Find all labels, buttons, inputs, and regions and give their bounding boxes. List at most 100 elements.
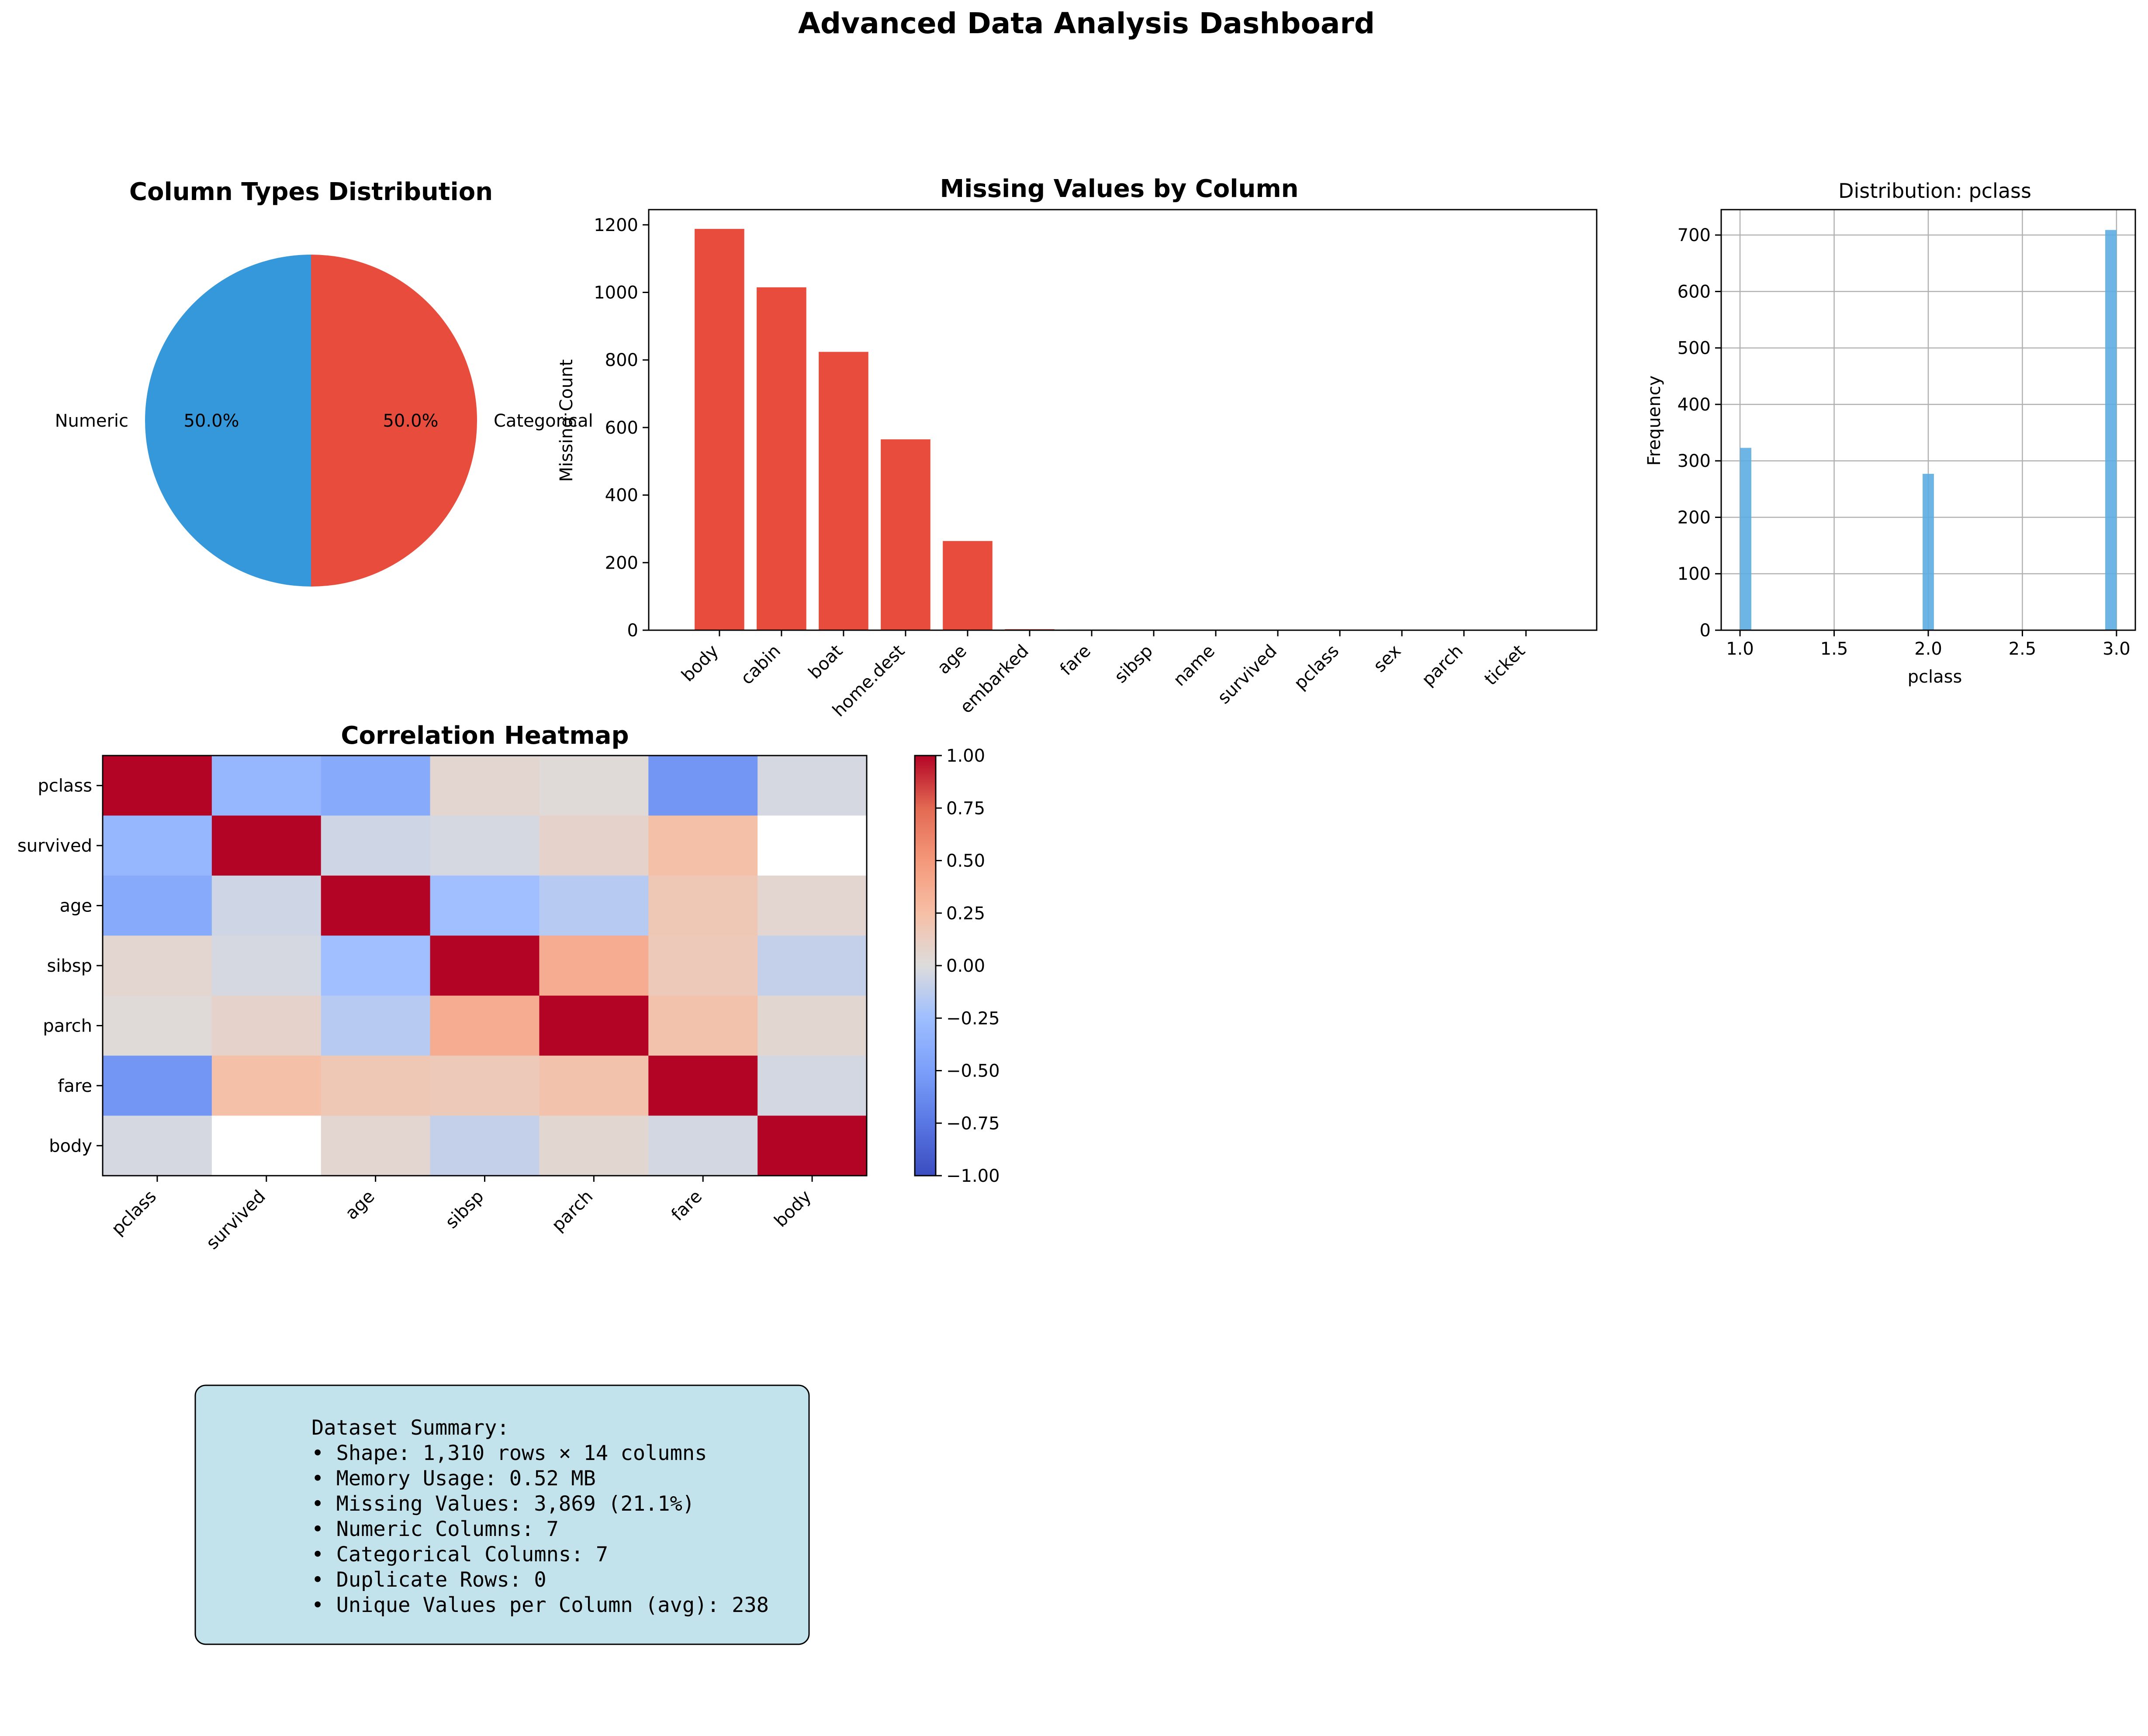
dataset-summary-panel: Dataset Summary:• Shape: 1,310 rows × 14… <box>194 1384 810 1645</box>
heatmap-cell <box>539 815 649 876</box>
missing-y-tick-label: 1200 <box>594 215 638 235</box>
hist-chart-ylabel: Frequency <box>1644 376 1664 466</box>
colorbar-tick-label: −0.50 <box>946 1061 1000 1081</box>
heatmap-cell <box>430 1056 540 1116</box>
colorbar-tick-label: 0.50 <box>946 851 985 871</box>
correlation-heatmap-panel: Correlation Heatmap pclass survived age sib… <box>17 721 1000 1253</box>
missing-chart-title: Missing Values by Column <box>940 175 1298 203</box>
heatmap-cell <box>321 1115 431 1176</box>
missing-y-tick-label: 800 <box>605 350 638 370</box>
missing-bar <box>695 229 744 630</box>
heatmap-cell <box>758 815 867 876</box>
heatmap-cell <box>103 1056 212 1116</box>
heatmap-cell <box>430 995 540 1056</box>
hist-chart-xlabel: pclass <box>1908 667 1962 687</box>
hist-y-tick-label: 0 <box>1700 621 1711 641</box>
heatmap-cell <box>103 935 212 996</box>
hist-chart-title: Distribution: pclass <box>1838 179 2031 203</box>
summary-line: Dataset Summary: <box>311 1416 509 1440</box>
hist-bar <box>1923 473 1934 630</box>
heatmap-cell <box>321 1056 431 1116</box>
heatmap-cell <box>103 815 212 876</box>
missing-chart-frame <box>648 209 1598 631</box>
heatmap-cell <box>758 995 867 1056</box>
heatmap-y-tick-label: survived <box>17 836 92 856</box>
heatmap-y-tick-label: fare <box>58 1076 92 1096</box>
summary-box <box>194 1384 810 1645</box>
colorbar-tick-label: −0.75 <box>946 1114 1000 1134</box>
hist-y-ticks: 0 100 200 300 400 500 600 700 <box>1678 225 1721 641</box>
hist-bar <box>2105 230 2117 630</box>
heatmap-cell <box>758 756 867 816</box>
hist-x-tick-label: 1.0 <box>1726 639 1754 659</box>
summary-line: • Duplicate Rows: 0 <box>311 1568 547 1592</box>
heatmap-cell <box>648 815 758 876</box>
heatmap-cell <box>539 756 649 816</box>
summary-line: • Memory Usage: 0.52 MB <box>311 1467 596 1491</box>
missing-y-tick-label: 600 <box>605 418 638 438</box>
heatmap-cell <box>430 756 540 816</box>
colorbar-tick-label: −0.25 <box>946 1008 1000 1028</box>
pie-label: Numeric <box>55 411 128 431</box>
missing-bar <box>943 541 993 630</box>
summary-lines: Dataset Summary:• Shape: 1,310 rows × 14… <box>311 1416 769 1617</box>
hist-x-tick-label: 3.0 <box>2103 639 2131 659</box>
pclass-histogram-panel: Distribution: pclass Frequency pclass 1.… <box>1644 179 2136 687</box>
hist-y-tick-label: 100 <box>1678 564 1711 584</box>
heatmap-cell <box>539 1115 649 1176</box>
dashboard-title: Advanced Data Analysis Dashboard <box>798 7 1375 40</box>
summary-line: • Numeric Columns: 7 <box>311 1517 559 1541</box>
hist-bar <box>1740 448 1751 630</box>
heatmap-y-tick-label: age <box>59 896 92 916</box>
pie-slices <box>145 255 477 587</box>
colorbar-tick-label: 0.00 <box>946 956 985 976</box>
heatmap-cell <box>211 875 322 936</box>
heatmap-title: Correlation Heatmap <box>341 721 629 750</box>
missing-y-tick-label: 0 <box>627 621 638 641</box>
summary-line: • Categorical Columns: 7 <box>311 1543 608 1567</box>
missing-chart-ylabel: Missing Count <box>557 359 577 482</box>
pie-label: Categorical <box>494 411 593 431</box>
colorbar-tick-label: 0.25 <box>946 904 985 924</box>
heatmap-cells <box>103 756 867 1176</box>
pie-pct-label: 50.0% <box>383 411 438 431</box>
hist-y-tick-label: 200 <box>1678 507 1711 528</box>
missing-bar <box>757 287 806 630</box>
hist-chart-frame <box>1720 209 2136 631</box>
pie-chart-panel: Column Types Distribution Numeric 50.0% Ca… <box>55 178 593 587</box>
hist-x-tick-label: 2.5 <box>2009 639 2037 659</box>
heatmap-cell <box>648 1115 758 1176</box>
heatmap-cell <box>430 935 540 996</box>
heatmap-cell <box>321 995 431 1056</box>
hist-y-tick-label: 300 <box>1678 451 1711 471</box>
heatmap-y-tick-label: sibsp <box>47 956 92 976</box>
summary-line: • Shape: 1,310 rows × 14 columns <box>311 1441 707 1465</box>
heatmap-cell <box>321 756 431 816</box>
missing-bar <box>819 352 868 630</box>
hist-y-tick-label: 500 <box>1678 338 1711 359</box>
hist-x-ticks: 1.0 1.5 2.0 2.5 3.0 <box>1726 630 2131 659</box>
heatmap-cell <box>758 1115 867 1176</box>
heatmap-cell <box>211 1056 322 1116</box>
pie-pct-label: 50.0% <box>183 411 239 431</box>
missing-y-tick-label: 200 <box>605 553 638 573</box>
pie-labels: Numeric 50.0% Categorical 50.0% <box>55 411 593 431</box>
summary-line: • Unique Values per Column (avg): 238 <box>311 1593 769 1617</box>
colorbar <box>914 755 937 1177</box>
heatmap-cell <box>758 935 867 996</box>
heatmap-cell <box>539 995 649 1056</box>
heatmap-cell <box>211 815 322 876</box>
colorbar-tick-label: −1.00 <box>946 1166 1000 1186</box>
hist-y-tick-label: 600 <box>1678 282 1711 302</box>
heatmap-cell <box>103 1115 212 1176</box>
hist-y-tick-label: 400 <box>1678 395 1711 415</box>
heatmap-cell <box>103 756 212 816</box>
summary-line: • Missing Values: 3,869 (21.1%) <box>311 1492 695 1516</box>
heatmap-cell <box>648 1056 758 1116</box>
missing-y-tick-label: 1000 <box>594 283 638 303</box>
hist-bars <box>1740 230 2117 630</box>
heatmap-cell <box>430 875 540 936</box>
pie-slice-categorical <box>311 255 477 587</box>
hist-x-tick-label: 1.5 <box>1820 639 1848 659</box>
